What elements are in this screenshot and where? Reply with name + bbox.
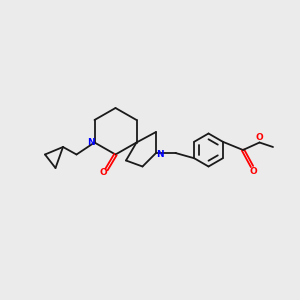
Text: O: O bbox=[100, 168, 107, 177]
Text: O: O bbox=[256, 133, 263, 142]
Text: N: N bbox=[87, 138, 94, 147]
Text: N: N bbox=[156, 150, 164, 159]
Text: O: O bbox=[250, 167, 257, 176]
